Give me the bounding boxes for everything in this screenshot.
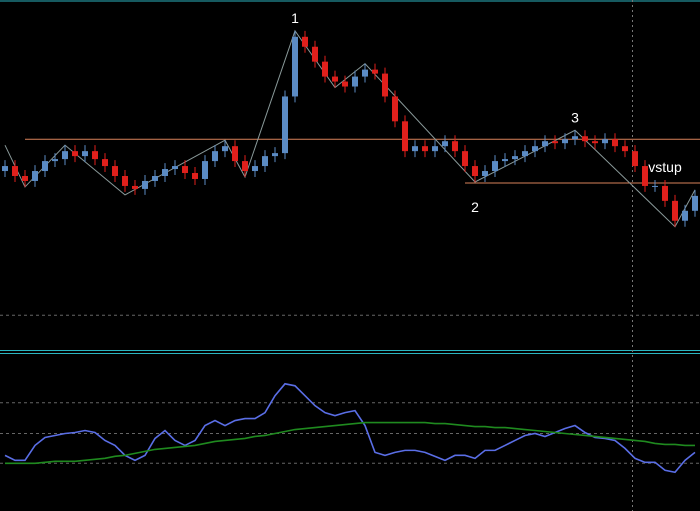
candle-body <box>492 161 498 172</box>
candle-body <box>532 146 538 152</box>
candle-body <box>522 151 528 157</box>
candle-body <box>32 171 38 181</box>
candle-body <box>132 185 138 189</box>
indicator-line <box>5 421 695 465</box>
candle-body <box>302 36 308 47</box>
candle-body <box>182 166 188 174</box>
candle-body <box>372 69 378 74</box>
candle-body <box>42 161 48 172</box>
candle-body <box>662 185 668 201</box>
candle-body <box>682 210 688 221</box>
candle-body <box>592 141 598 144</box>
candle-body <box>612 139 618 147</box>
candle-body <box>352 76 358 87</box>
candle-body <box>502 159 508 162</box>
candle-body <box>52 159 58 162</box>
wave-label: 1 <box>291 10 299 26</box>
candle-body <box>582 136 588 142</box>
candle-body <box>362 69 368 77</box>
candle-body <box>212 151 218 162</box>
candle-body <box>142 180 148 189</box>
candle-body <box>112 166 118 176</box>
candle-body <box>432 146 438 152</box>
candle-body <box>382 73 388 97</box>
indicator-line <box>4 382 696 474</box>
candle-body <box>72 151 78 157</box>
candle-body <box>202 161 208 179</box>
candle-body <box>442 141 448 147</box>
candle-body <box>272 153 278 157</box>
candle-body <box>562 139 568 144</box>
candle-body <box>642 166 648 186</box>
candle-body <box>512 156 518 160</box>
wave-label: 2 <box>471 199 479 215</box>
candle-body <box>252 166 258 172</box>
candle-body <box>292 36 298 97</box>
candle-body <box>122 176 128 186</box>
candle-body <box>632 151 638 167</box>
candle-body <box>102 159 108 167</box>
candle-body <box>242 161 248 172</box>
candle-body <box>312 46 318 62</box>
candle-body <box>232 146 238 162</box>
wave-label: 3 <box>571 109 579 125</box>
candle-body <box>172 166 178 170</box>
candle-body <box>622 146 628 152</box>
candle-body <box>472 166 478 176</box>
candle-body <box>12 166 18 176</box>
candle-body <box>452 141 458 152</box>
candle-body <box>482 171 488 176</box>
candle-body <box>462 151 468 167</box>
candle-body <box>152 176 158 181</box>
candle-body <box>92 151 98 160</box>
candle-body <box>322 61 328 77</box>
candle-body <box>392 96 398 122</box>
candle-body <box>692 195 698 211</box>
candle-body <box>412 146 418 152</box>
candle-body <box>62 151 68 160</box>
candle-body <box>402 121 408 152</box>
wave-label: vstup <box>648 159 682 175</box>
candle-body <box>222 146 228 152</box>
candle-body <box>22 176 28 181</box>
candle-body <box>422 146 428 152</box>
candle-body <box>192 173 198 179</box>
candle-body <box>2 166 8 172</box>
candle-body <box>82 151 88 157</box>
candle-body <box>552 141 558 144</box>
candle-body <box>602 139 608 144</box>
candle-body <box>542 141 548 147</box>
candle-body <box>572 136 578 140</box>
candle-body <box>342 81 348 87</box>
candle-body <box>282 96 288 154</box>
candle-body <box>672 200 678 221</box>
candle-body <box>652 185 658 187</box>
candle-body <box>332 76 338 82</box>
candle-body <box>162 169 168 176</box>
candle-body <box>262 156 268 167</box>
